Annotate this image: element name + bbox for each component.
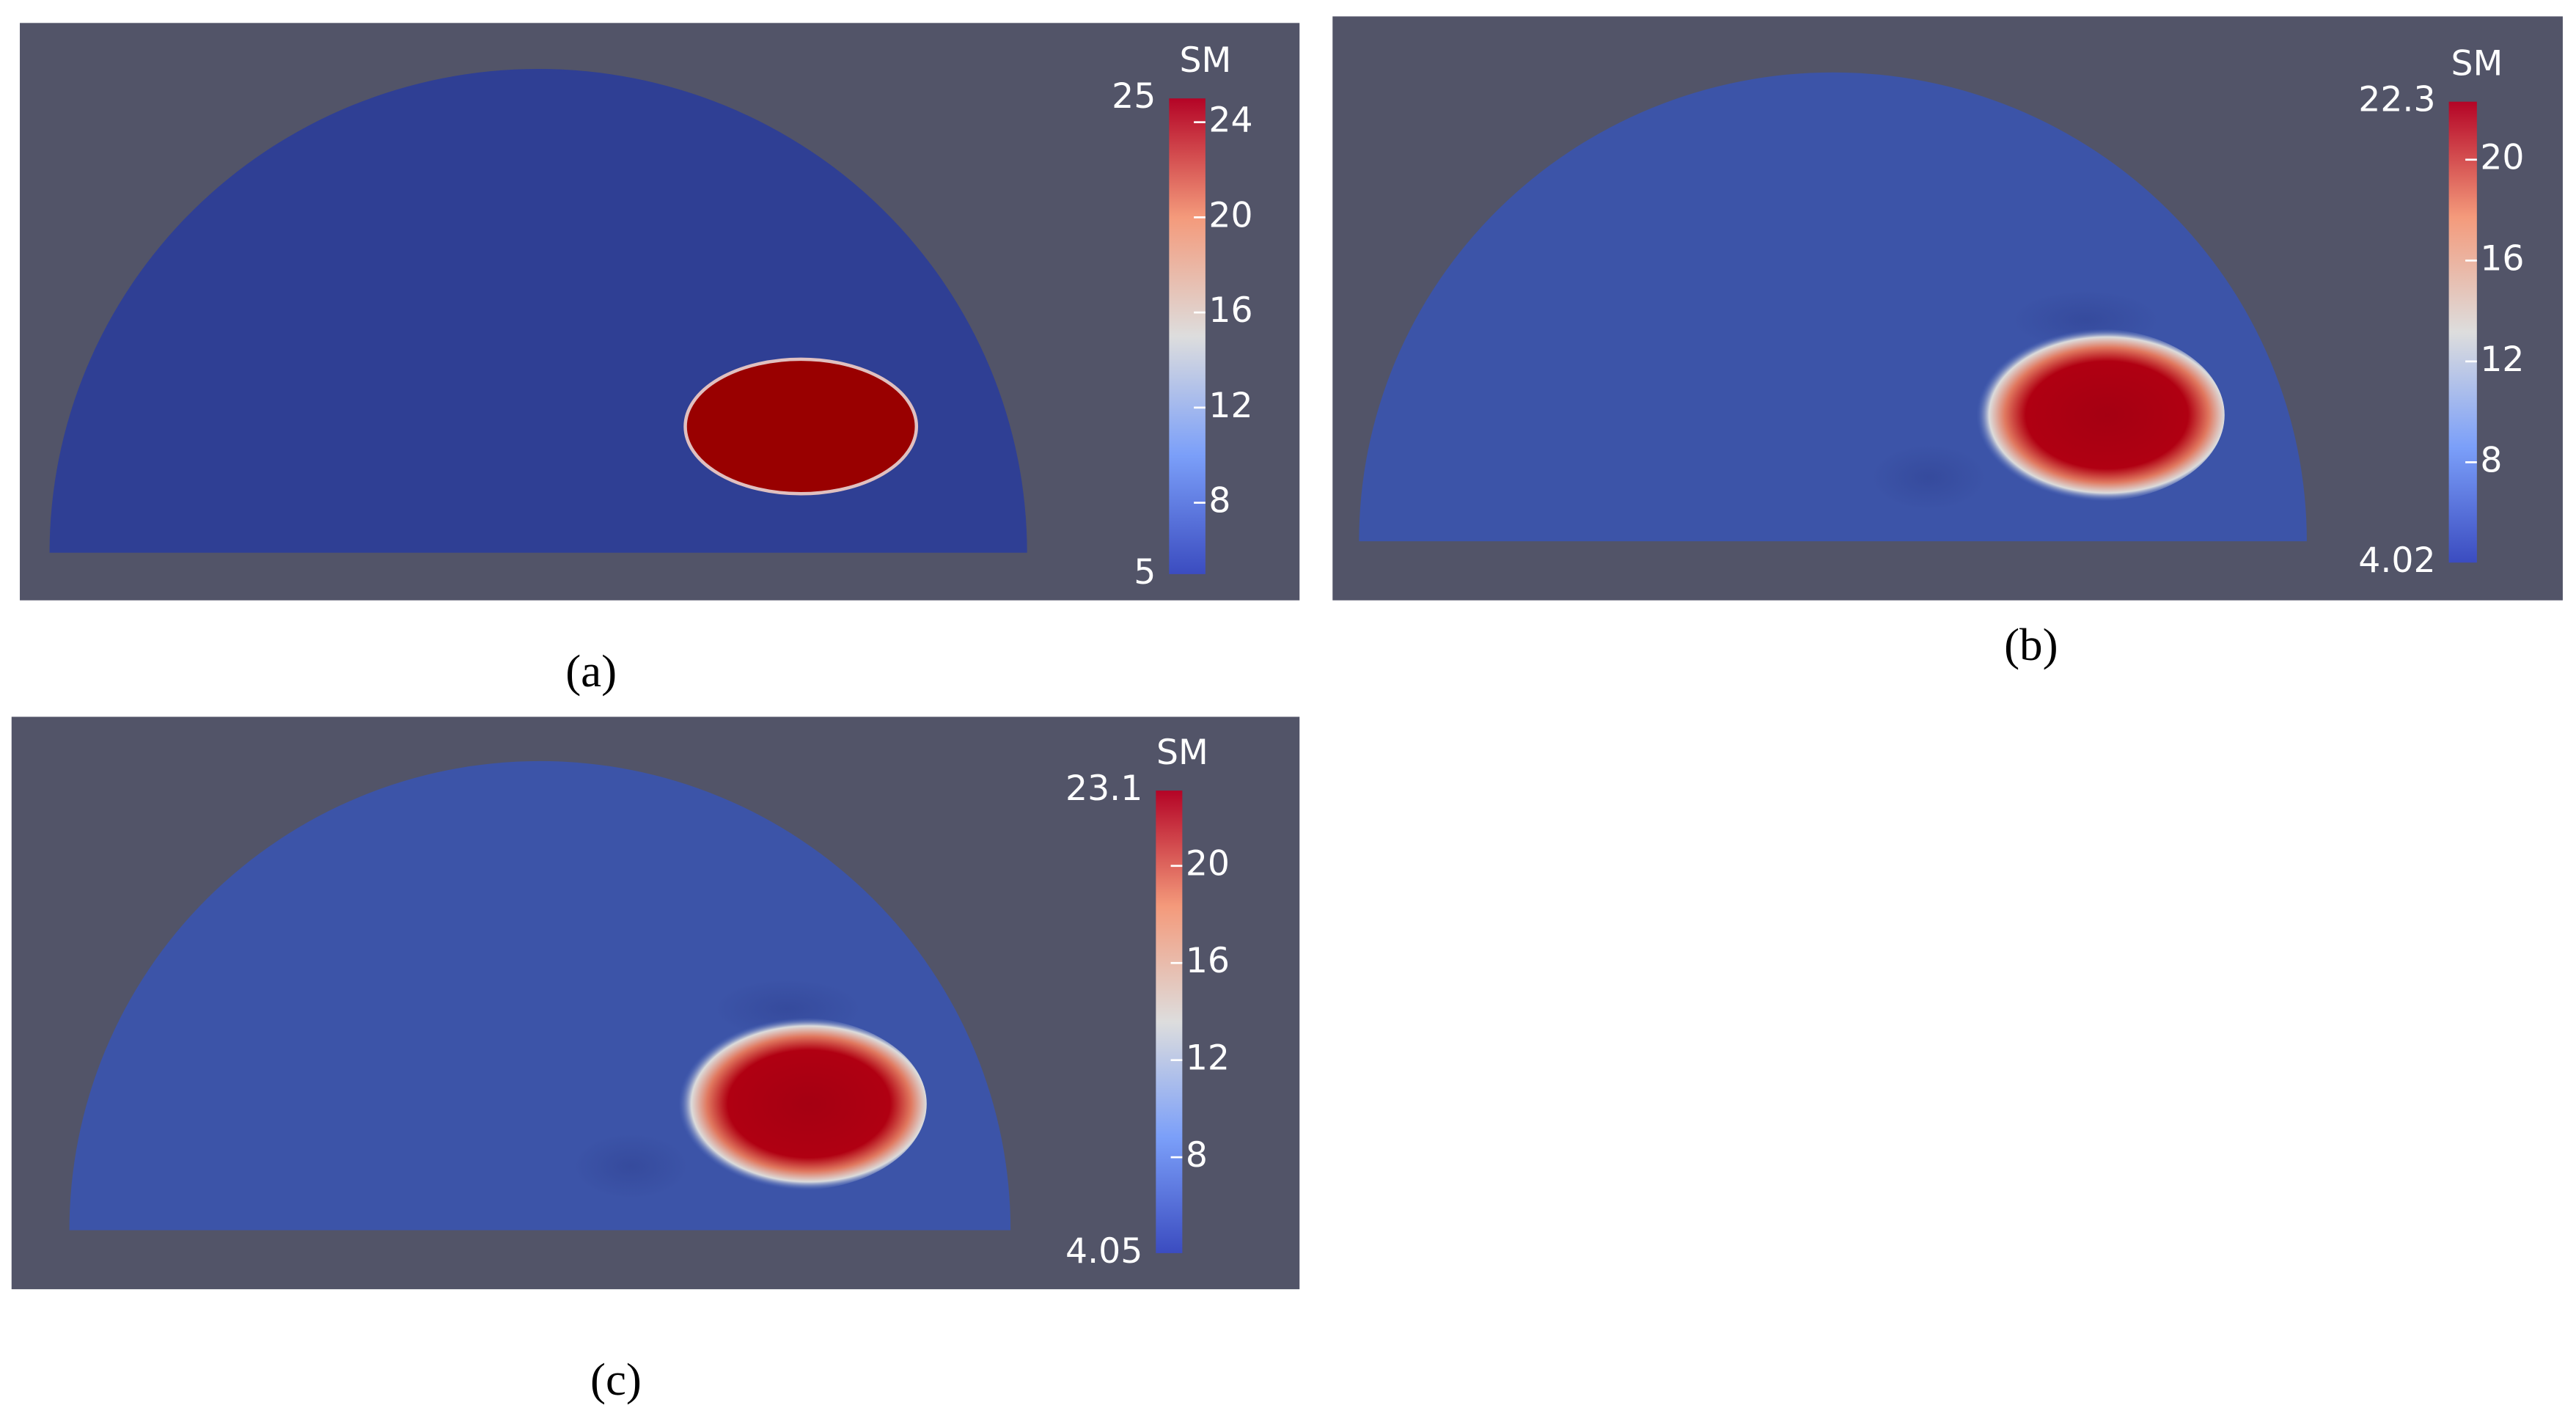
colorbar-title: SM bbox=[2451, 44, 2503, 84]
colorbar-tick-label: 20 bbox=[1208, 195, 1252, 235]
colorbar bbox=[1169, 98, 1206, 574]
panel: SM 23.1 4.05 8 12 16 20 (c) bbox=[11, 716, 1300, 1405]
panel-caption: (a) bbox=[565, 645, 617, 697]
colorbar-tick-label: 12 bbox=[2480, 340, 2524, 380]
panel: SM 22.3 4.02 8 12 16 20 (b) bbox=[1332, 16, 2563, 670]
anomaly bbox=[683, 357, 919, 496]
colorbar-max: 23.1 bbox=[1065, 768, 1142, 809]
panel-caption: (c) bbox=[590, 1354, 642, 1405]
colorbar-tick-label: 20 bbox=[2480, 138, 2524, 178]
panel: SM 25 5 8 12 16 20 24 (a) bbox=[20, 23, 1300, 697]
colorbar-tick-label: 16 bbox=[2480, 238, 2524, 279]
colorbar-title: SM bbox=[1179, 40, 1231, 81]
colorbar-tick-label: 16 bbox=[1186, 941, 1230, 981]
colorbar bbox=[2448, 101, 2477, 563]
figure-content: SM 25 5 8 12 16 20 24 (a) SM 22.3 4.02 8 12 16 20 (b) SM 2… bbox=[11, 16, 2563, 1405]
colorbar-title: SM bbox=[1156, 733, 1208, 773]
anomaly bbox=[1963, 328, 2225, 502]
colorbar bbox=[1156, 790, 1183, 1253]
colorbar-tick-label: 24 bbox=[1208, 100, 1252, 141]
colorbar-min: 4.02 bbox=[2358, 540, 2435, 581]
colorbar-min: 5 bbox=[1134, 552, 1156, 593]
colorbar-max: 22.3 bbox=[2358, 80, 2435, 120]
anomaly-shadow bbox=[1871, 444, 1987, 510]
anomaly bbox=[665, 1017, 927, 1191]
colorbar-min: 4.05 bbox=[1065, 1231, 1142, 1272]
colorbar-tick-label: 8 bbox=[1186, 1135, 1208, 1175]
colorbar-tick-label: 12 bbox=[1208, 386, 1252, 426]
panel-caption: (b) bbox=[2004, 619, 2058, 670]
colorbar-tick-label: 8 bbox=[1208, 481, 1230, 521]
colorbar-tick-label: 16 bbox=[1208, 290, 1252, 331]
anomaly-shadow bbox=[573, 1133, 689, 1200]
colorbar-tick-label: 20 bbox=[1186, 844, 1230, 884]
colorbar-tick-label: 8 bbox=[2480, 440, 2502, 480]
colorbar-max: 25 bbox=[1112, 76, 1156, 117]
colorbar-tick-label: 12 bbox=[1186, 1038, 1230, 1079]
